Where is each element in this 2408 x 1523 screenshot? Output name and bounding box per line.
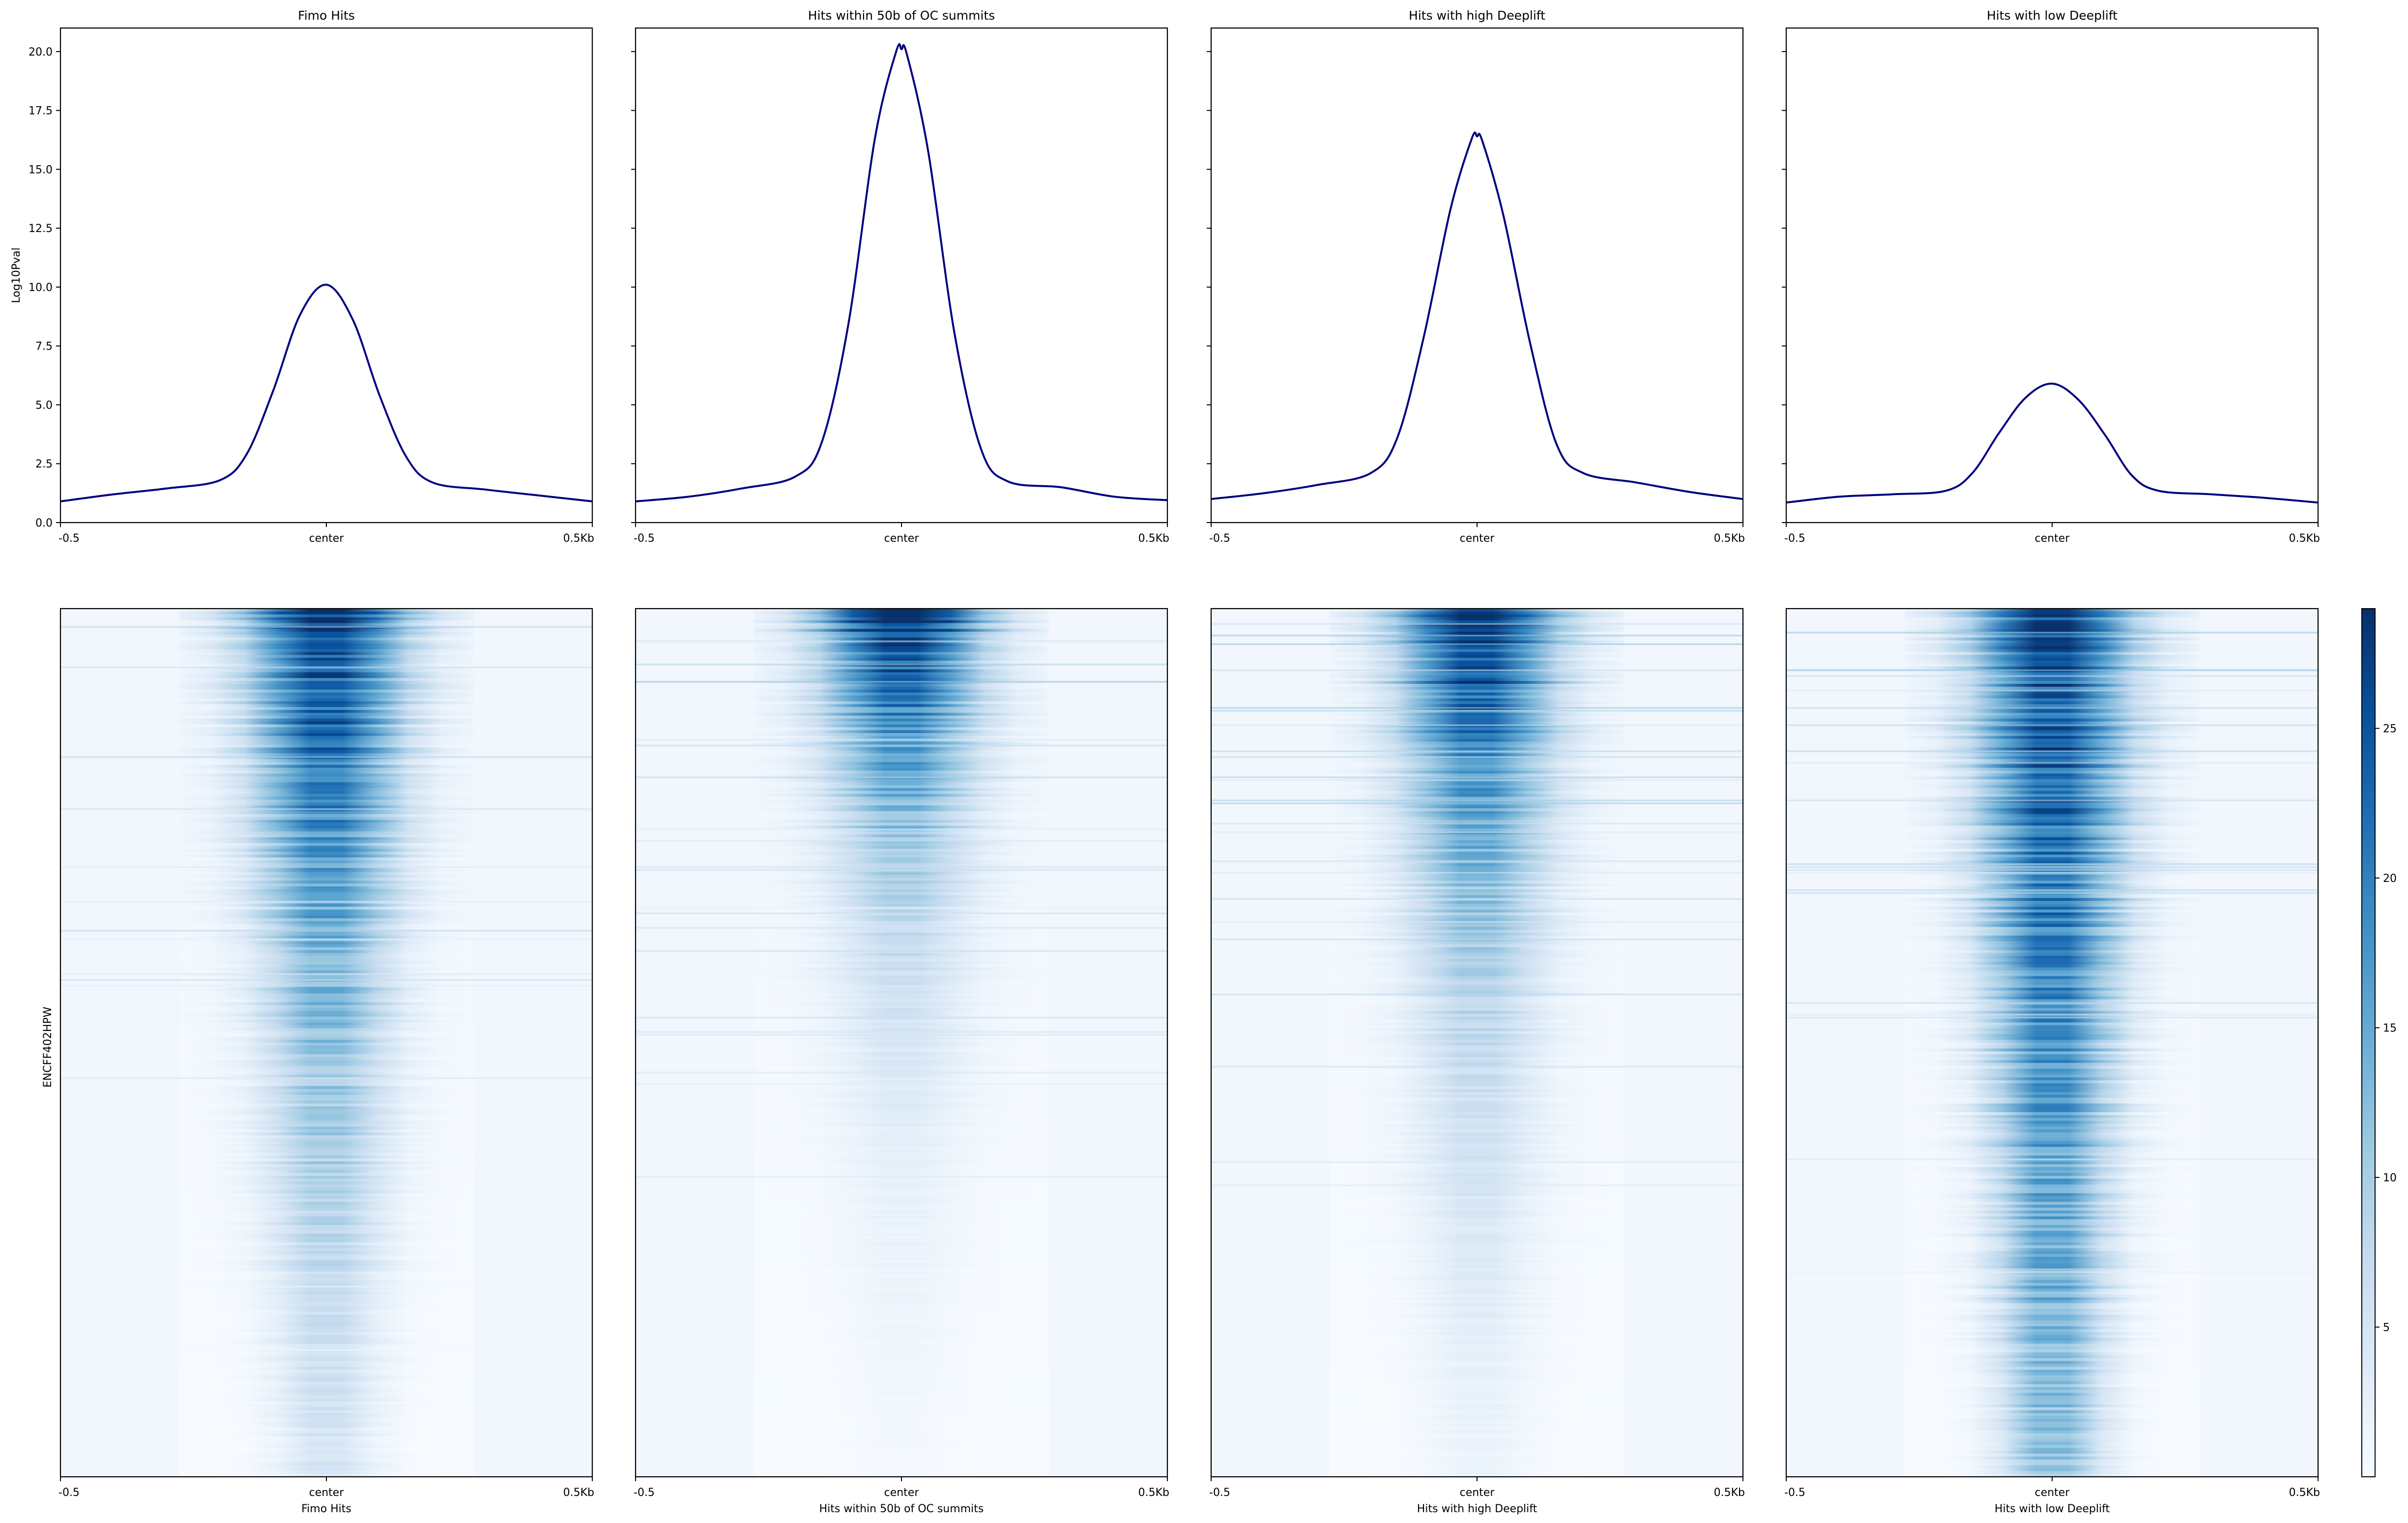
figure: Fimo Hits0.02.55.07.510.012.515.017.520.… (10, 8, 2397, 1515)
